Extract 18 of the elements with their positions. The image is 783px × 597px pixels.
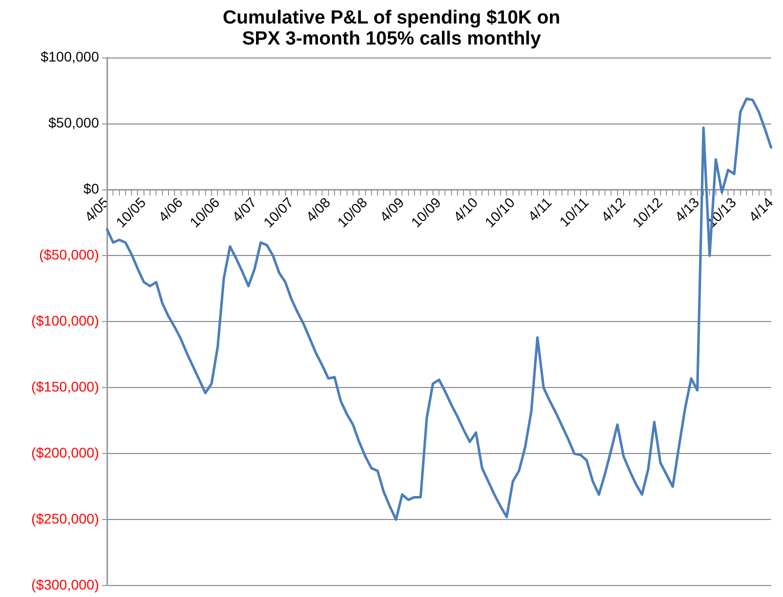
y-tick-label: ($100,000) <box>31 312 99 329</box>
x-tick-label: 4/06 <box>155 194 186 225</box>
x-tick-label: 4/09 <box>376 194 408 225</box>
y-tick-label: ($150,000) <box>31 378 99 395</box>
chart-title: Cumulative P&L of spending $10K on SPX 3-month 105% calls monthly <box>222 8 560 50</box>
y-tick-label: $100,000 <box>40 48 100 65</box>
y-tick-label: ($50,000) <box>39 246 99 263</box>
x-tick-label: 4/08 <box>302 194 334 225</box>
x-tick-label: 4/14 <box>745 194 776 225</box>
y-tick-label: $0 <box>83 180 100 197</box>
x-tick-label: 4/11 <box>524 194 555 224</box>
y-tick-label: $50,000 <box>48 114 100 131</box>
y-tick-label: ($300,000) <box>31 576 99 592</box>
y-tick-label: ($200,000) <box>31 444 99 461</box>
x-tick-label: 4/10 <box>450 194 481 225</box>
x-tick-label: 4/12 <box>598 194 629 225</box>
y-tick-label: ($250,000) <box>31 510 99 526</box>
x-tick-label: 4/13 <box>672 194 702 225</box>
